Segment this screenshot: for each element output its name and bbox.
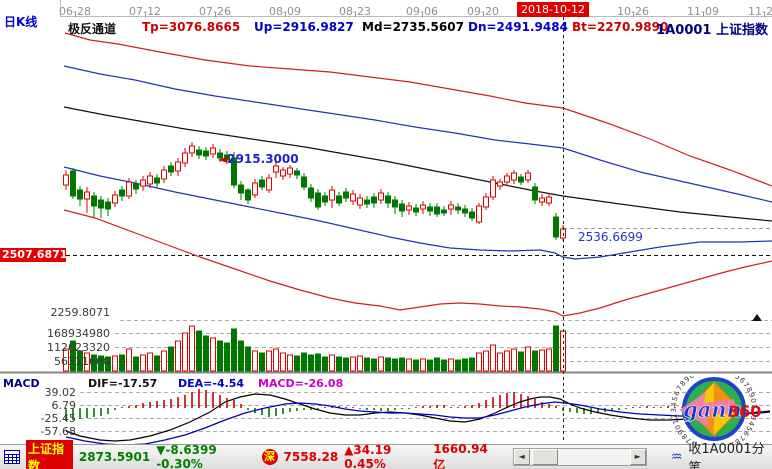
- grid-table-icon[interactable]: [4, 450, 20, 464]
- channel-indicator-name[interactable]: 极反通道: [68, 22, 117, 36]
- date-tick: 11-09: [687, 5, 719, 18]
- peak-price-marker: ◄2915.3000: [218, 152, 299, 166]
- sz-index-value: 7558.28: [283, 450, 339, 464]
- status-bar: 上证指数 2873.5901 ▼-8.6399 -0.30% 深 7558.28…: [0, 440, 772, 469]
- logo-word: gann: [683, 397, 742, 422]
- date-tick: 10-26: [617, 5, 649, 18]
- tick-chart-label[interactable]: 收1A0001分笔: [688, 442, 765, 469]
- sz-badge-icon[interactable]: 深: [261, 449, 278, 465]
- channel-param-md: Md=2735.5607: [362, 20, 464, 34]
- volume-scale-label: 56311660: [54, 355, 110, 368]
- sz-index-change: ▲34.19 0.45%: [344, 443, 392, 469]
- tick-tool-icon[interactable]: ♒: [670, 449, 683, 465]
- macd-dea-value: DEA=-4.54: [178, 377, 245, 390]
- macd-hist-value: MACD=-26.08: [258, 377, 344, 390]
- macd-scale-label: -25.45: [40, 412, 76, 425]
- channel-param-up: Up=2916.9827: [254, 20, 354, 34]
- date-tick: 08-23: [339, 5, 371, 18]
- scroll-left-button[interactable]: ◄: [513, 449, 530, 465]
- symbol-title[interactable]: 1A0001 上证指数: [656, 23, 768, 38]
- date-tick: 07-12: [129, 5, 161, 18]
- kline-mode-label[interactable]: 日K线: [4, 15, 38, 29]
- macd-title[interactable]: MACD: [3, 377, 40, 390]
- macd-dif-value: DIF=-17.57: [88, 377, 158, 390]
- date-tick: 08-09: [269, 5, 301, 18]
- sh-index-change: ▼-8.6399 -0.30%: [156, 443, 217, 469]
- horizontal-scrollbar[interactable]: ◄ ►: [512, 448, 647, 466]
- logo-num: 360: [728, 402, 761, 421]
- volume-scale-label: 112623320: [47, 341, 110, 354]
- crosshair-close-marker: 2536.6699: [578, 230, 643, 244]
- channel-param-dn: Dn=2491.9484: [468, 20, 568, 34]
- date-tick: 09-06: [406, 5, 438, 18]
- sh-index-name[interactable]: 上证指数: [26, 440, 73, 469]
- sz-amount: 1660.94亿: [433, 441, 488, 469]
- macd-scale-label: 6.79: [51, 399, 77, 412]
- gann360-logo: 1234567890123456789012345678901234567890…: [670, 376, 762, 448]
- macd-scale-label: 39.02: [44, 386, 77, 399]
- macd-scale-label: -57.68: [40, 425, 76, 438]
- logo-arrow-icon: [679, 392, 736, 428]
- left-arrow-icon: ◄: [218, 152, 228, 166]
- date-tick: 09-20: [467, 5, 499, 18]
- volume-scale-label: 168934980: [47, 327, 110, 340]
- channel-param-bt: Bt=2270.9890: [572, 20, 669, 34]
- channel-param-tp: Tp=3076.8665: [142, 20, 241, 34]
- date-tick: 07-26: [199, 5, 231, 18]
- date-tick: 06-28: [59, 5, 91, 18]
- date-tick-active[interactable]: 2018-10-12: [517, 2, 589, 17]
- scroll-right-button[interactable]: ►: [629, 449, 646, 465]
- price-level-label: 2259.8071: [50, 306, 111, 319]
- last-price-tag: 2507.6871: [0, 248, 68, 262]
- sh-index-value: 2873.5901: [78, 450, 151, 464]
- scrollbar-thumb[interactable]: [531, 449, 558, 465]
- date-tick: 11-23: [748, 5, 772, 18]
